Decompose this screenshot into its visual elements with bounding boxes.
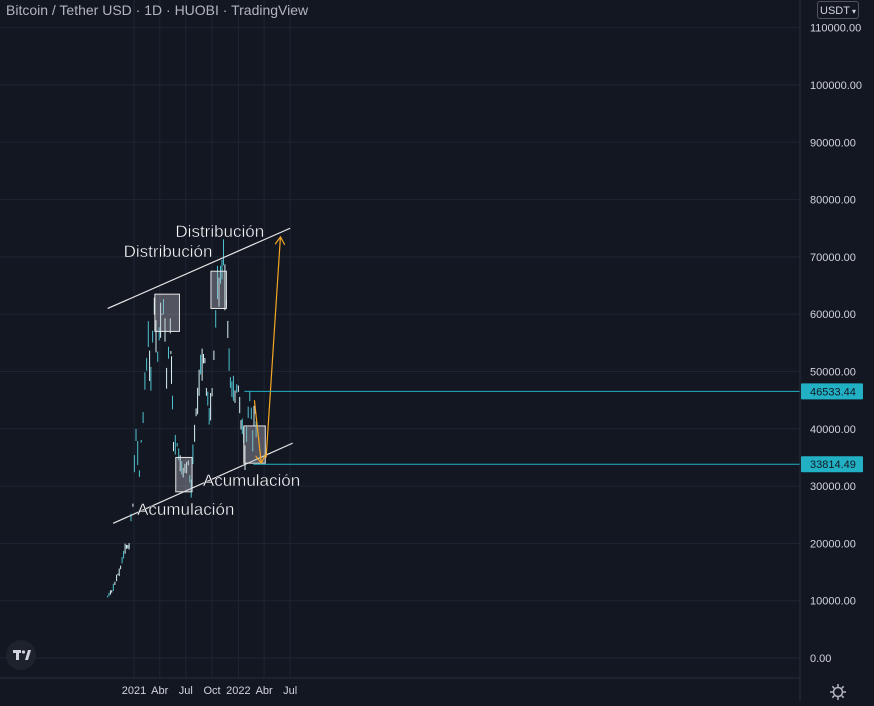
legend-title: Bitcoin / Tether USD · 1D · HUOBI · Trad… <box>6 2 309 18</box>
zone-distribucion-2[interactable] <box>210 270 227 309</box>
price-lines[interactable]: 46533.44 33814.49 <box>244 383 863 473</box>
y-tick-label: 30000.00 <box>810 481 856 493</box>
currency-label: USDT <box>820 5 850 17</box>
zone-acumulacion-2[interactable] <box>243 425 266 464</box>
price-badge-label: 46533.44 <box>810 386 856 398</box>
trendline-upper-channel[interactable] <box>107 227 291 310</box>
y-tick-label: 60000.00 <box>810 309 856 321</box>
y-tick-label: 70000.00 <box>810 252 856 264</box>
x-tick-label: Abr <box>256 685 273 697</box>
y-tick-label: 40000.00 <box>810 424 856 436</box>
annotations[interactable]: Distribución Acumulación Distribución Acumu… <box>123 222 301 519</box>
price-badge <box>801 383 863 400</box>
gear-icon[interactable] <box>829 683 847 701</box>
projection-arrow[interactable] <box>265 237 280 458</box>
x-tick-label: 2021 <box>122 685 146 697</box>
currency-button[interactable]: USDT ▾ <box>817 1 859 19</box>
zone-acumulacion-1[interactable] <box>175 456 193 493</box>
x-tick-label: Jul <box>283 685 297 697</box>
x-tick-label: 2022 <box>226 685 250 697</box>
y-tick-label: 90000.00 <box>810 137 856 149</box>
tradingview-logo-icon[interactable] <box>6 640 36 670</box>
zone-distribucion-1[interactable] <box>154 293 180 332</box>
annotation-label[interactable]: Acumulación <box>137 500 235 519</box>
y-tick-label: 110000.00 <box>810 23 861 35</box>
projection-arrows[interactable] <box>253 237 280 463</box>
price-badge-label: 33814.49 <box>810 459 856 471</box>
y-tick-label: 100000.00 <box>810 80 862 92</box>
price-badge <box>801 456 863 473</box>
x-axis[interactable]: 2021 Abr Jul Oct 2022 Abr Jul <box>0 677 800 697</box>
y-tick-label: 20000.00 <box>810 538 856 550</box>
y-tick-label: 10000.00 <box>810 596 856 608</box>
annotation-label[interactable]: Acumulación <box>203 471 301 490</box>
x-tick-label: Jul <box>179 685 193 697</box>
y-tick-label: 80000.00 <box>810 195 856 207</box>
chevron-down-icon: ▾ <box>851 7 856 16</box>
x-tick-label: Abr <box>151 685 168 697</box>
x-tick-label: Oct <box>204 685 221 697</box>
annotation-label[interactable]: Distribución <box>175 222 264 241</box>
y-axis[interactable]: 0.00 10000.00 20000.00 30000.00 40000.00 5000… <box>799 0 862 701</box>
y-tick-label: 50000.00 <box>810 367 856 379</box>
y-tick-label: 0.00 <box>810 653 831 665</box>
projection-arrow[interactable] <box>253 400 261 463</box>
annotation-label[interactable]: Distribución <box>123 242 213 261</box>
